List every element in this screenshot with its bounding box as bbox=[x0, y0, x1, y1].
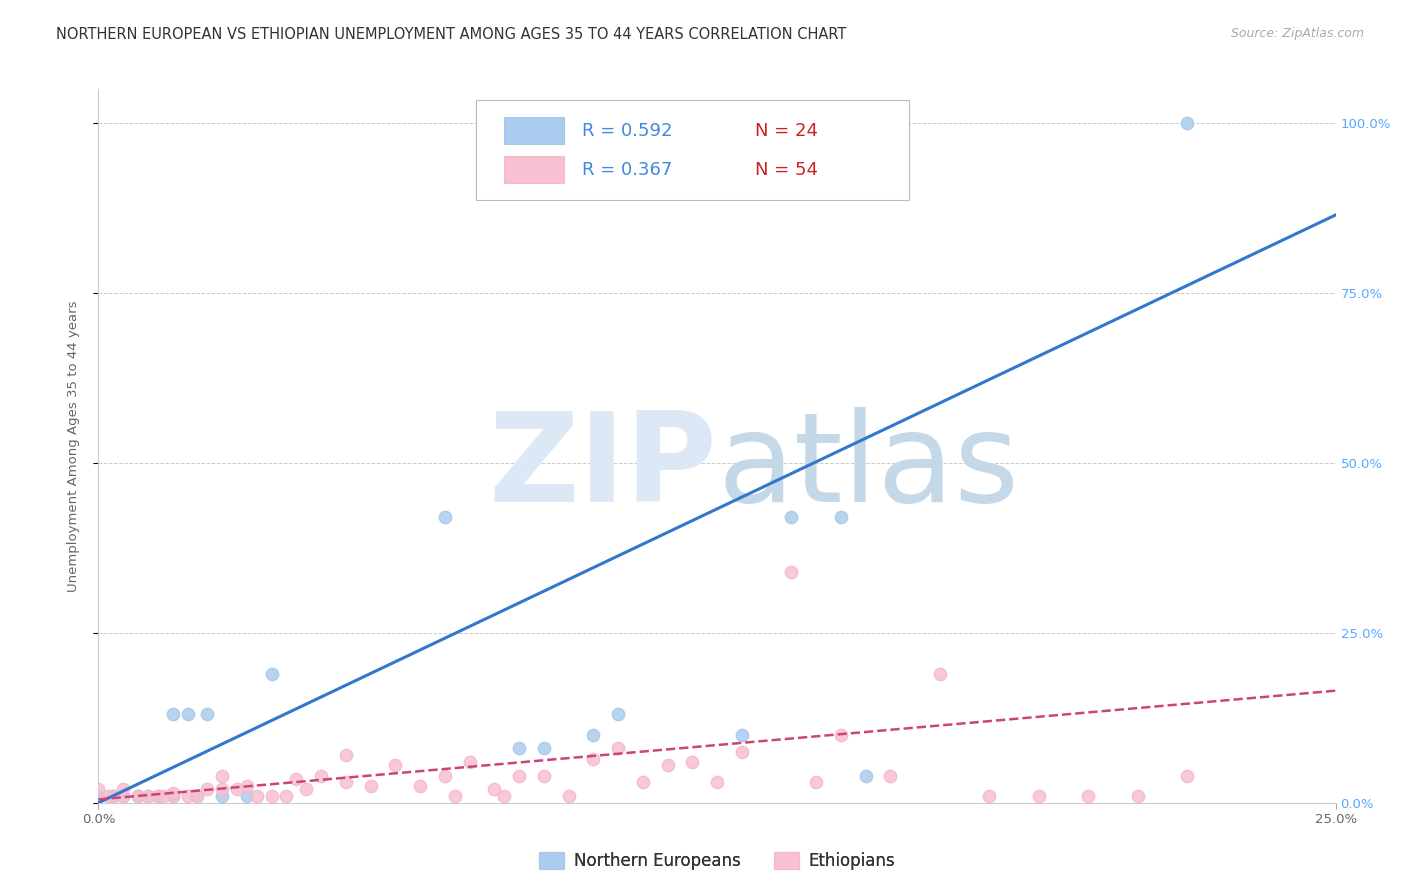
Point bbox=[830, 510, 852, 524]
Point bbox=[433, 769, 456, 783]
Point bbox=[657, 758, 679, 772]
Point bbox=[1175, 116, 1198, 130]
Point bbox=[1077, 789, 1099, 803]
Point bbox=[533, 741, 555, 756]
Point bbox=[494, 789, 516, 803]
Point bbox=[162, 786, 184, 800]
Point bbox=[236, 789, 259, 803]
Text: atlas: atlas bbox=[717, 407, 1019, 528]
Point bbox=[731, 728, 754, 742]
Point bbox=[146, 789, 169, 803]
Point bbox=[97, 789, 120, 803]
Point bbox=[260, 666, 283, 681]
Point bbox=[211, 782, 233, 797]
Point bbox=[484, 782, 506, 797]
Point bbox=[176, 707, 198, 722]
Point bbox=[607, 741, 630, 756]
Point bbox=[557, 789, 579, 803]
Point bbox=[112, 789, 135, 803]
Point bbox=[508, 769, 530, 783]
Text: ZIP: ZIP bbox=[488, 407, 717, 528]
Point bbox=[433, 510, 456, 524]
Point bbox=[309, 769, 332, 783]
Point bbox=[409, 779, 432, 793]
Text: N = 24: N = 24 bbox=[755, 121, 818, 139]
Y-axis label: Unemployment Among Ages 35 to 44 years: Unemployment Among Ages 35 to 44 years bbox=[67, 301, 80, 591]
Text: NORTHERN EUROPEAN VS ETHIOPIAN UNEMPLOYMENT AMONG AGES 35 TO 44 YEARS CORRELATIO: NORTHERN EUROPEAN VS ETHIOPIAN UNEMPLOYM… bbox=[56, 27, 846, 42]
Point bbox=[162, 707, 184, 722]
Point bbox=[195, 782, 218, 797]
Point bbox=[533, 769, 555, 783]
Point bbox=[1175, 769, 1198, 783]
Point bbox=[276, 789, 298, 803]
Point bbox=[631, 775, 654, 789]
Point bbox=[443, 789, 465, 803]
Point bbox=[607, 707, 630, 722]
Point bbox=[211, 769, 233, 783]
Point bbox=[295, 782, 318, 797]
Point bbox=[681, 755, 703, 769]
Point bbox=[508, 741, 530, 756]
Point bbox=[186, 789, 208, 803]
Point bbox=[335, 775, 357, 789]
Point bbox=[804, 775, 827, 789]
Point bbox=[195, 707, 218, 722]
Point bbox=[384, 758, 406, 772]
FancyBboxPatch shape bbox=[505, 117, 564, 145]
Text: N = 54: N = 54 bbox=[755, 161, 818, 178]
Point bbox=[335, 748, 357, 763]
Point bbox=[731, 745, 754, 759]
Point bbox=[246, 789, 269, 803]
Point bbox=[855, 769, 877, 783]
Point bbox=[226, 782, 249, 797]
Point bbox=[780, 565, 803, 579]
Point bbox=[152, 789, 174, 803]
Point bbox=[1126, 789, 1149, 803]
Point bbox=[162, 789, 184, 803]
Point bbox=[1028, 789, 1050, 803]
FancyBboxPatch shape bbox=[505, 156, 564, 184]
Point bbox=[127, 789, 149, 803]
Point bbox=[830, 728, 852, 742]
Point bbox=[879, 769, 901, 783]
Point bbox=[979, 789, 1001, 803]
Text: R = 0.367: R = 0.367 bbox=[582, 161, 672, 178]
Text: R = 0.592: R = 0.592 bbox=[582, 121, 672, 139]
Point bbox=[176, 789, 198, 803]
Point bbox=[103, 789, 125, 803]
FancyBboxPatch shape bbox=[475, 100, 908, 200]
Point bbox=[186, 789, 208, 803]
Text: Source: ZipAtlas.com: Source: ZipAtlas.com bbox=[1230, 27, 1364, 40]
Point bbox=[87, 782, 110, 797]
Point bbox=[146, 789, 169, 803]
Point bbox=[582, 751, 605, 765]
Point bbox=[260, 789, 283, 803]
Point bbox=[706, 775, 728, 789]
Point bbox=[136, 789, 159, 803]
Point bbox=[780, 510, 803, 524]
Legend: Northern Europeans, Ethiopians: Northern Europeans, Ethiopians bbox=[531, 845, 903, 877]
Point bbox=[236, 779, 259, 793]
Point bbox=[112, 789, 135, 803]
Point bbox=[136, 789, 159, 803]
Point bbox=[162, 789, 184, 803]
Point bbox=[360, 779, 382, 793]
Point bbox=[582, 728, 605, 742]
Point bbox=[211, 789, 233, 803]
Point bbox=[928, 666, 950, 681]
Point bbox=[87, 789, 110, 803]
Point bbox=[127, 789, 149, 803]
Point bbox=[112, 782, 135, 797]
Point bbox=[103, 789, 125, 803]
Point bbox=[458, 755, 481, 769]
Point bbox=[285, 772, 308, 786]
